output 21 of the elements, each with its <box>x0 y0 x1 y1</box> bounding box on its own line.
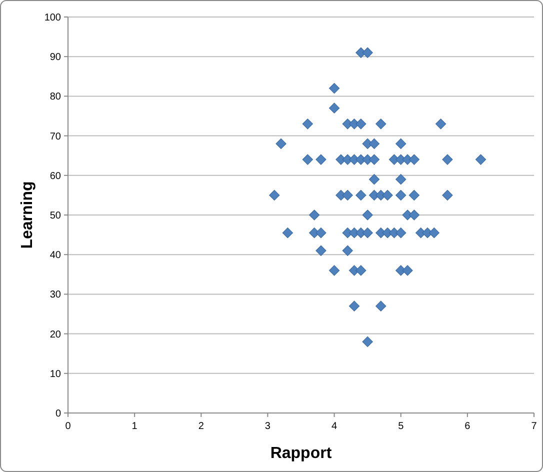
x-tick-label: 1 <box>132 421 138 432</box>
x-tick-label: 0 <box>65 421 72 432</box>
y-tick-label: 10 <box>50 368 62 380</box>
y-tick-label: 90 <box>50 52 62 64</box>
y-tick-label: 50 <box>50 210 62 222</box>
y-axis-title: Learning <box>19 181 36 249</box>
y-tick-label: 20 <box>50 329 62 340</box>
y-tick-label: 70 <box>50 131 62 142</box>
x-tick-label: 7 <box>531 421 538 432</box>
y-tick-label: 30 <box>50 290 62 301</box>
y-tick-label: 60 <box>50 170 62 182</box>
x-tick-label: 5 <box>398 421 404 432</box>
y-tick-label: 0 <box>55 408 62 420</box>
y-tick-label: 100 <box>44 12 62 24</box>
y-tick-label: 80 <box>50 92 62 103</box>
x-axis-title: Rapport <box>270 445 332 462</box>
x-tick-label: 4 <box>332 421 338 432</box>
x-tick-label: 6 <box>464 421 471 432</box>
x-tick-label: 2 <box>198 421 204 432</box>
y-tick-label: 40 <box>50 250 62 262</box>
x-tick-label: 3 <box>264 421 271 432</box>
